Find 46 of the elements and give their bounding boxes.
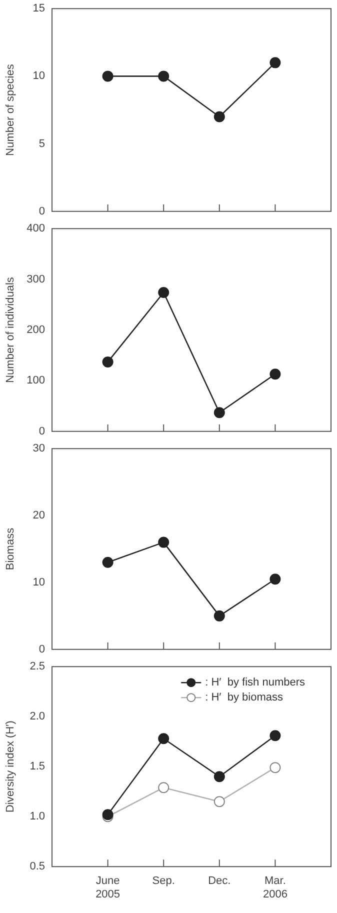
y-tick-label: 20 (32, 510, 45, 522)
y-tick-label: 100 (26, 374, 45, 387)
point (214, 796, 225, 808)
point (158, 286, 170, 298)
y-tick-label: 0 (38, 643, 45, 656)
x-tick-label: June 2005 (96, 875, 120, 900)
point (214, 610, 225, 622)
y-tick-label: 300 (26, 273, 45, 286)
point (158, 536, 170, 548)
y-tick-label: 400 (26, 222, 45, 235)
point (102, 356, 114, 368)
y-tick-label: 0 (38, 425, 45, 438)
y-tick-label: 30 (32, 442, 45, 455)
point (214, 771, 225, 782)
point (214, 407, 225, 418)
x-tick-label: Sep. (152, 875, 175, 888)
y-tick-label: 10 (32, 70, 45, 82)
point (270, 368, 281, 380)
legend-label: : H′ by biomass (205, 692, 284, 704)
y-tick-label: 10 (32, 576, 45, 588)
point (158, 782, 170, 794)
point (270, 57, 281, 68)
point (102, 556, 114, 568)
point (270, 762, 281, 774)
point (158, 733, 170, 744)
y-tick-label: 1.5 (30, 760, 45, 773)
point (158, 70, 170, 82)
y-axis-title: Diversity index (H′) (4, 720, 17, 813)
y-tick-label: 0.5 (30, 860, 45, 873)
y-tick-label: 0 (38, 205, 45, 218)
point (102, 70, 114, 82)
point (270, 730, 281, 742)
x-tick-label: Mar. 2006 (262, 875, 288, 900)
y-axis-title: Biomass (4, 527, 17, 570)
y-axis-title: Number of individuals (4, 276, 17, 383)
y-tick-label: 1.0 (30, 810, 45, 823)
y-tick-label: 5 (38, 138, 45, 150)
x-tick-label: Dec. (208, 875, 231, 888)
y-tick-label: 2.0 (30, 710, 45, 723)
legend-label: : H′ by fish numbers (205, 676, 306, 689)
y-tick-label: 15 (32, 2, 45, 15)
point (270, 574, 281, 585)
y-axis-title: Number of species (4, 64, 17, 156)
point (214, 111, 225, 122)
y-tick-label: 200 (26, 324, 45, 336)
y-tick-label: 2.5 (30, 660, 45, 673)
